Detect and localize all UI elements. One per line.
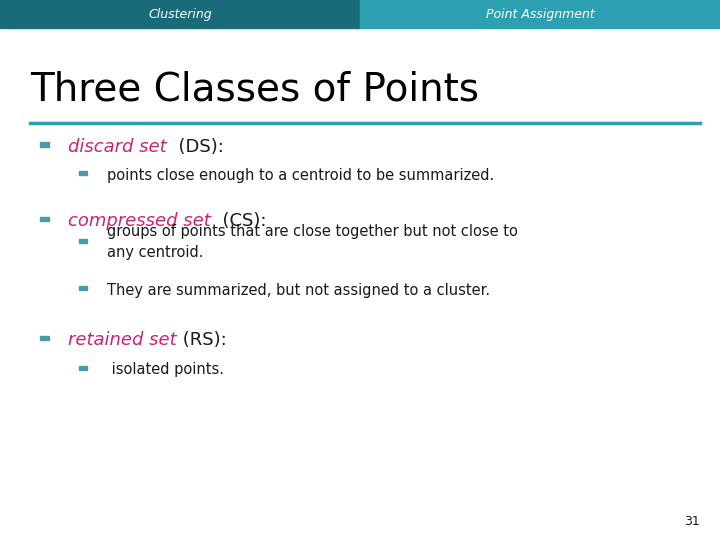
Text: (DS):: (DS): [167,138,224,156]
Text: Point Assignment: Point Assignment [485,8,595,21]
Text: discard set: discard set [68,138,167,156]
Bar [40,335,49,340]
Bar [79,286,87,291]
Text: isolated points.: isolated points. [107,362,223,377]
Bar [40,217,49,221]
Bar [79,171,87,175]
Bar [40,142,49,147]
Bar [0,0,360,28]
Text: compressed set: compressed set [68,212,211,231]
Text: points close enough to a centroid to be summarized.: points close enough to a centroid to be … [107,168,494,183]
Bar [79,366,87,369]
Text: retained set: retained set [68,331,177,349]
Text: Clustering: Clustering [148,8,212,21]
Text: They are summarized, but not assigned to a cluster.: They are summarized, but not assigned to… [107,283,490,298]
Text: groups of points that are close together but not close to
any centroid.: groups of points that are close together… [107,225,518,260]
Text: Three Classes of Points: Three Classes of Points [30,70,480,108]
Bar [79,239,87,242]
Text: 31: 31 [684,515,700,528]
Text: (CS):: (CS): [211,212,266,231]
Bar [360,0,720,28]
Text: (RS):: (RS): [177,331,227,349]
